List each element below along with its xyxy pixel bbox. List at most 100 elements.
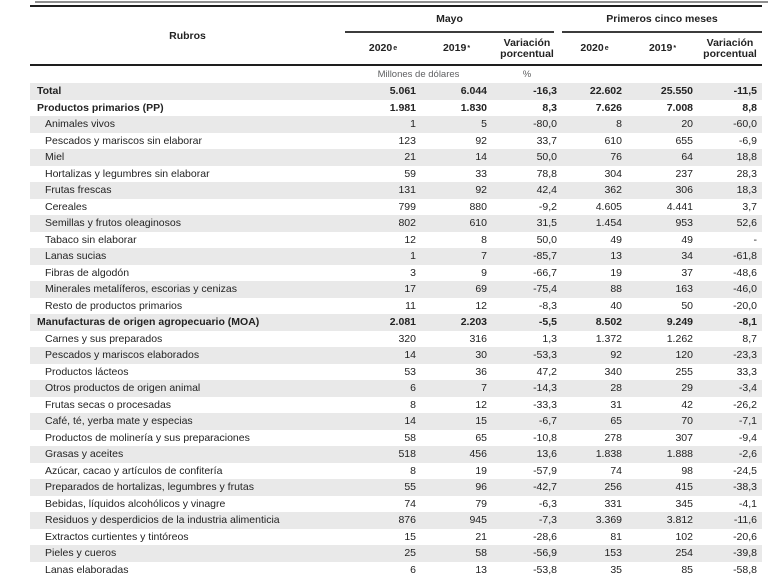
cell-value: 237 [675, 167, 693, 180]
cell-value: -48,6 [733, 266, 757, 279]
cell-value: 3.812 [666, 514, 693, 527]
cell-value: 5.061 [389, 85, 416, 98]
table-row: Pieles y cueros 25 58 -56,9 153 254 -39,8 [30, 545, 762, 562]
cell-value: 81 [610, 530, 622, 543]
cell-value: -20,6 [733, 530, 757, 543]
cell-value: 876 [398, 514, 416, 527]
row-label: Residuos y desperdicios de la industria … [45, 514, 280, 527]
cell-value: 331 [604, 497, 622, 510]
table-row: Extractos curtientes y tintóreos 15 21 -28,… [30, 529, 762, 546]
table-header: Rubros Mayo Primeros cinco meses 2020 e 2… [30, 5, 762, 66]
cell-value: 9 [481, 266, 487, 279]
cell-value: 85 [681, 563, 693, 576]
cell-value: 19 [610, 266, 622, 279]
cell-value: 42,4 [536, 184, 557, 197]
cell-value: 92 [475, 184, 487, 197]
table-row: Frutas secas o procesadas 8 12 -33,3 31 42 -26… [30, 397, 762, 414]
cell-value: 17 [404, 283, 416, 296]
cell-value: -57,9 [533, 464, 557, 477]
cell-value: -60,0 [733, 118, 757, 131]
col-rubros-header: Rubros [169, 29, 206, 42]
cell-value: -56,9 [533, 547, 557, 560]
row-label: Minerales metalíferos, escorias y ceniza… [45, 283, 237, 296]
table-row: Productos lácteos 53 36 47,2 340 255 33,3 [30, 364, 762, 381]
table-row: Total 5.061 6.044 -16,3 22.602 25.550 -11,5 [30, 83, 762, 100]
cell-value: 802 [398, 217, 416, 230]
cell-value: 1.981 [389, 101, 416, 114]
cell-value: 78,8 [536, 167, 557, 180]
cell-value: 50,0 [536, 233, 557, 246]
cell-value: -20,0 [733, 299, 757, 312]
cell-value: 6 [410, 382, 416, 395]
table-row: Minerales metalíferos, escorias y ceniza… [30, 281, 762, 298]
cell-value: 28 [610, 382, 622, 395]
cell-value: 18,3 [736, 184, 757, 197]
cell-value: 8 [481, 233, 487, 246]
row-label: Lanas sucias [45, 250, 107, 263]
cell-value: 1 [410, 118, 416, 131]
row-label: Total [37, 85, 62, 98]
row-label: Café, té, yerba mate y especias [45, 415, 193, 428]
table-row: Bebidas, líquidos alcohólicos y vinagre 7… [30, 496, 762, 513]
cell-value: 8.502 [595, 316, 622, 329]
cell-value: 14 [475, 151, 487, 164]
cell-value: -42,7 [533, 481, 557, 494]
cell-value: -23,3 [733, 349, 757, 362]
cell-value: -46,0 [733, 283, 757, 296]
cell-value: 14 [404, 349, 416, 362]
col-mayo-2020-header: 2020 e [368, 42, 398, 54]
table-row: Residuos y desperdicios de la industria … [30, 512, 762, 529]
cell-value: -2,6 [738, 448, 757, 461]
cell-value: 953 [675, 217, 693, 230]
cell-value: 340 [604, 365, 622, 378]
cell-value: 102 [675, 530, 693, 543]
cell-value: 88 [610, 283, 622, 296]
cell-value: 131 [398, 184, 416, 197]
year-label: 2019 [442, 42, 467, 54]
cell-value: 14 [404, 415, 416, 428]
cell-value: 13,6 [536, 448, 557, 461]
cell-value: 53 [404, 365, 416, 378]
table-row: Lanas sucias 1 7 -85,7 13 34 -61,8 [30, 248, 762, 265]
cell-value: 15 [404, 530, 416, 543]
cell-value: 52,6 [736, 217, 757, 230]
row-label: Pieles y cueros [45, 547, 117, 560]
cell-value: -80,0 [533, 118, 557, 131]
table-row: Lanas elaboradas 6 13 -53,8 35 85 -58,8 [30, 562, 762, 576]
cell-value: 21 [404, 151, 416, 164]
cell-value: 345 [675, 497, 693, 510]
cell-value: 8 [616, 118, 622, 131]
row-label: Cereales [45, 200, 88, 213]
cell-value: 18,8 [736, 151, 757, 164]
row-label: Lanas elaboradas [45, 563, 129, 576]
cell-value: 1 [410, 250, 416, 263]
cell-value: 33,3 [736, 365, 757, 378]
table-row: Resto de productos primarios 11 12 -8,3 40 50… [30, 298, 762, 315]
cell-value: 74 [610, 464, 622, 477]
cell-value: 76 [610, 151, 622, 164]
cell-value: 655 [675, 134, 693, 147]
table-row: Azúcar, cacao y artículos de confitería 8… [30, 463, 762, 480]
cell-value: 22.602 [589, 85, 622, 98]
cell-value: 456 [469, 448, 487, 461]
table-row: Fibras de algodón 3 9 -66,7 19 37 -48,6 [30, 265, 762, 282]
cell-value: 55 [404, 481, 416, 494]
cell-value: -38,3 [733, 481, 757, 494]
unit-millions-label: Millones de dólares [377, 69, 460, 80]
cell-value: 320 [398, 332, 416, 345]
year-label: 2020 [580, 42, 604, 54]
cell-value: 5 [481, 118, 487, 131]
cell-value: 92 [610, 349, 622, 362]
cell-value: 96 [475, 481, 487, 494]
table-row: Hortalizas y legumbres sin elaborar 59 33 7… [30, 166, 762, 183]
cell-value: 69 [475, 283, 487, 296]
unit-percent-label: % [522, 69, 532, 80]
year-label: 2019 [648, 42, 673, 54]
cell-value: 65 [475, 431, 487, 444]
cell-value: 1.454 [595, 217, 622, 230]
cell-value: 1.888 [666, 448, 693, 461]
cell-value: -5,5 [538, 316, 557, 329]
col-pcm-2019-header: 2019 * [648, 42, 677, 54]
cell-value: -11,6 [733, 514, 757, 527]
